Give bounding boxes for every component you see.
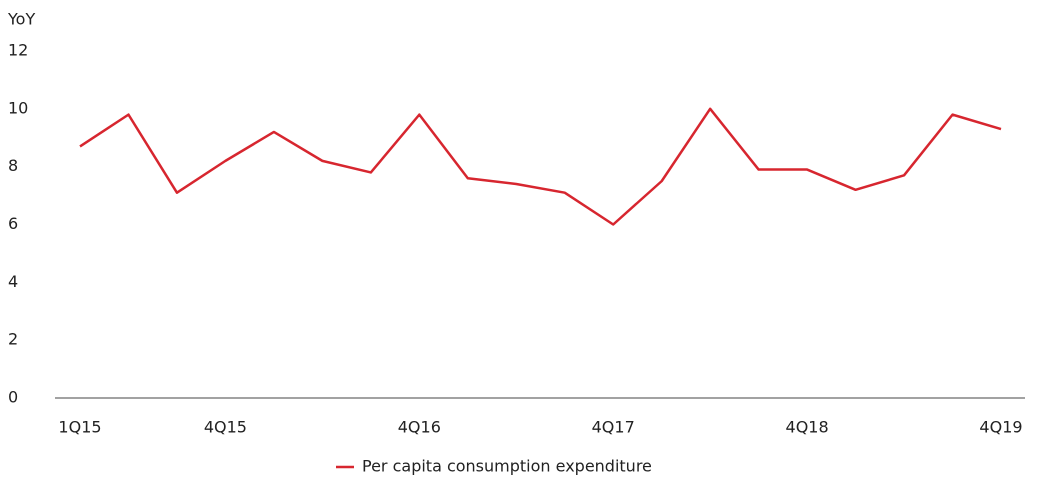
y-tick-label: 0 <box>8 388 18 407</box>
y-tick-label: 8 <box>8 156 18 175</box>
y-tick-label: 4 <box>8 272 18 291</box>
y-axis-label: YoY <box>7 10 35 29</box>
y-tick-label: 2 <box>8 330 18 349</box>
x-tick-label: 4Q17 <box>592 418 635 437</box>
x-tick-label: 4Q16 <box>398 418 441 437</box>
y-tick-label: 6 <box>8 214 18 233</box>
line-series <box>79 107 1002 226</box>
legend-label: Per capita consumption expenditure <box>362 457 652 476</box>
x-tick-label: 4Q15 <box>204 418 247 437</box>
x-tick-label: 4Q19 <box>979 418 1022 437</box>
x-tick-label: 4Q18 <box>786 418 829 437</box>
y-tick-label: 10 <box>8 98 28 117</box>
x-tick-label: 1Q15 <box>58 418 101 437</box>
y-tick-label: 12 <box>8 41 28 60</box>
